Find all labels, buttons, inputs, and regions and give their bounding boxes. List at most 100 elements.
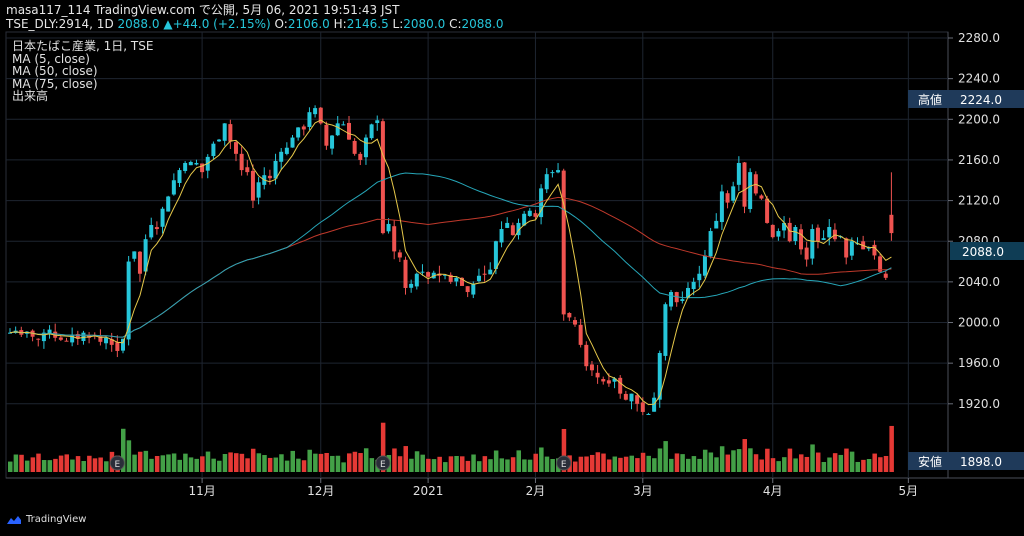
candle-body bbox=[815, 227, 820, 242]
volume-bar bbox=[866, 458, 872, 472]
volume-bar bbox=[872, 453, 877, 472]
volume-bar bbox=[731, 450, 736, 472]
legend-volume[interactable]: 出来高 bbox=[12, 89, 49, 103]
candle-body bbox=[635, 395, 640, 404]
candle-body bbox=[827, 226, 832, 238]
publish-info: masa117_114 TradingView.com で公開, 5月 06, … bbox=[6, 3, 400, 17]
candle-body bbox=[284, 147, 289, 154]
candle-body bbox=[279, 151, 284, 162]
candle-body bbox=[109, 339, 114, 345]
event-marker-icon bbox=[556, 455, 572, 471]
volume-bar bbox=[844, 448, 849, 472]
volume-bar bbox=[200, 456, 205, 472]
ma50-line bbox=[9, 172, 892, 338]
volume-bar bbox=[810, 444, 815, 472]
candle-body bbox=[335, 123, 340, 136]
volume-bar bbox=[708, 452, 714, 472]
volume-bar bbox=[454, 455, 459, 472]
candle-body bbox=[352, 140, 357, 154]
candle-body bbox=[493, 241, 498, 269]
time-tick-label: 4月 bbox=[763, 484, 783, 498]
candle-body bbox=[573, 320, 577, 325]
candle-body bbox=[561, 170, 566, 315]
volume-bar bbox=[47, 460, 53, 472]
candle-body bbox=[686, 287, 690, 299]
candle-body bbox=[612, 378, 617, 382]
candle-body bbox=[200, 163, 205, 173]
volume-bar bbox=[24, 460, 30, 472]
candle-body bbox=[691, 281, 696, 290]
candle-body bbox=[36, 338, 41, 340]
candle-body bbox=[714, 220, 719, 229]
volume-bar bbox=[369, 458, 375, 472]
time-tick-label: 3月 bbox=[633, 484, 653, 498]
legend-ma5[interactable]: MA (5, close) bbox=[12, 51, 90, 66]
price-change: ▲+44.0 (+2.15%) bbox=[163, 17, 271, 31]
candle-body bbox=[64, 340, 69, 342]
volume-bar bbox=[629, 455, 634, 472]
price-axis: 1920.01960.02000.02040.02080.02120.02160… bbox=[948, 31, 1000, 411]
candle-body bbox=[307, 112, 312, 127]
volume-bar bbox=[674, 453, 680, 472]
volume-bar bbox=[403, 446, 408, 472]
candle-body bbox=[708, 231, 713, 257]
volume-bar bbox=[849, 451, 855, 472]
volume-bar bbox=[505, 459, 510, 472]
price-tick-label: 2120.0 bbox=[958, 194, 1000, 208]
volume-bar bbox=[41, 460, 47, 472]
open-label: O: bbox=[274, 17, 288, 31]
volume-bar bbox=[832, 453, 838, 472]
candle-body bbox=[426, 272, 431, 277]
volume-bar bbox=[160, 455, 166, 472]
last-value-box bbox=[950, 242, 1024, 260]
candle-body bbox=[657, 352, 662, 400]
candle-body bbox=[341, 124, 346, 126]
volume-bar bbox=[482, 456, 488, 472]
candle-body bbox=[759, 195, 764, 199]
candle-body bbox=[437, 273, 442, 276]
legend-ma75[interactable]: MA (75, close) bbox=[12, 76, 98, 91]
volume-bar bbox=[550, 458, 555, 472]
volume-bar bbox=[516, 450, 521, 472]
candle-body bbox=[194, 162, 199, 165]
volume-bar bbox=[889, 425, 894, 472]
candle-body bbox=[228, 124, 233, 142]
legend-ma50[interactable]: MA (50, close) bbox=[12, 64, 98, 78]
volume-bar bbox=[154, 455, 160, 472]
candle-body bbox=[776, 231, 781, 237]
volume-bar bbox=[262, 455, 267, 472]
candle-body bbox=[137, 251, 142, 274]
candle-body bbox=[245, 167, 250, 173]
volume-bar bbox=[318, 453, 324, 472]
volume-bar bbox=[70, 459, 75, 472]
candle-body bbox=[267, 175, 272, 179]
volume-bar bbox=[669, 458, 674, 472]
candle-body bbox=[550, 172, 555, 174]
volume-bar bbox=[765, 448, 770, 472]
volume-bar bbox=[635, 458, 640, 472]
ma75-line bbox=[9, 196, 892, 338]
candle-body bbox=[533, 213, 538, 217]
candle-body bbox=[736, 162, 741, 185]
candle-body bbox=[217, 139, 222, 142]
candle-body bbox=[250, 170, 255, 201]
volume-bar bbox=[493, 450, 499, 472]
legend-symbol[interactable]: 日本たばこ産業, 1日, TSE bbox=[12, 39, 154, 53]
candle-body bbox=[748, 172, 753, 210]
volume-bar bbox=[476, 461, 482, 472]
candle-body bbox=[375, 120, 380, 124]
candle-body bbox=[403, 259, 408, 288]
time-tick-label: 12月 bbox=[307, 484, 334, 498]
volume-bar bbox=[137, 451, 143, 472]
volume-bar bbox=[612, 456, 618, 472]
time-axis: 11月 12月 2021 2月 3月 4月 5月 bbox=[188, 478, 918, 498]
price-tick-label: 2240.0 bbox=[958, 72, 1000, 86]
candle-body bbox=[47, 329, 52, 334]
candle-body bbox=[793, 226, 798, 242]
volume-bar bbox=[420, 454, 425, 472]
candle-body bbox=[742, 162, 747, 207]
volume-bar bbox=[838, 454, 844, 472]
